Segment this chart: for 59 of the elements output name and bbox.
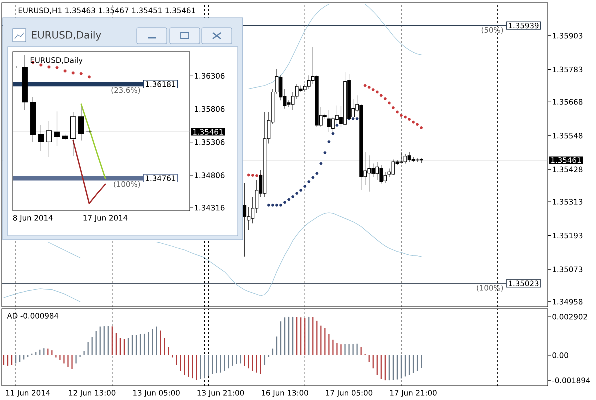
point <box>268 204 270 207</box>
point <box>48 66 51 69</box>
candlestick <box>78 107 84 142</box>
point <box>404 116 407 119</box>
point <box>396 110 399 114</box>
candlestick <box>392 160 396 176</box>
chart-title: EURUSD,Daily <box>32 31 102 41</box>
candlestick <box>70 112 76 156</box>
candlestick <box>247 206 251 230</box>
point <box>420 126 423 130</box>
point <box>336 124 339 127</box>
point <box>400 114 403 118</box>
point <box>356 118 359 120</box>
point <box>304 185 307 188</box>
candlestick <box>376 162 380 181</box>
point <box>247 174 250 177</box>
point <box>251 174 254 177</box>
point <box>292 195 295 198</box>
candlestick <box>46 121 52 158</box>
point <box>368 86 371 89</box>
point <box>80 72 83 76</box>
point <box>364 84 367 88</box>
point <box>64 70 67 73</box>
point <box>280 204 282 207</box>
point <box>72 72 75 75</box>
point <box>372 88 375 92</box>
point <box>296 192 299 196</box>
point <box>320 162 323 166</box>
point <box>392 106 395 110</box>
line-series <box>80 104 106 180</box>
candlestick <box>38 125 44 152</box>
point <box>384 98 387 100</box>
point <box>408 118 411 121</box>
candlestick <box>404 154 408 164</box>
point <box>380 94 383 98</box>
point <box>308 180 311 184</box>
candlestick <box>368 155 372 192</box>
point <box>416 123 419 126</box>
point <box>412 120 415 124</box>
point <box>316 172 319 176</box>
point <box>300 189 303 192</box>
point <box>88 76 91 79</box>
point <box>376 90 379 94</box>
point <box>312 176 315 180</box>
point <box>288 198 291 202</box>
candlestick <box>243 182 247 258</box>
candlestick <box>22 55 28 111</box>
point <box>388 102 391 105</box>
line-series <box>72 140 106 204</box>
candlestick <box>287 100 291 108</box>
candlestick <box>54 111 60 148</box>
point <box>284 201 286 204</box>
candlestick <box>384 172 388 184</box>
point <box>56 66 59 70</box>
point <box>272 204 274 207</box>
point <box>255 174 258 178</box>
point <box>328 140 331 144</box>
point <box>276 204 278 207</box>
point <box>324 152 327 154</box>
